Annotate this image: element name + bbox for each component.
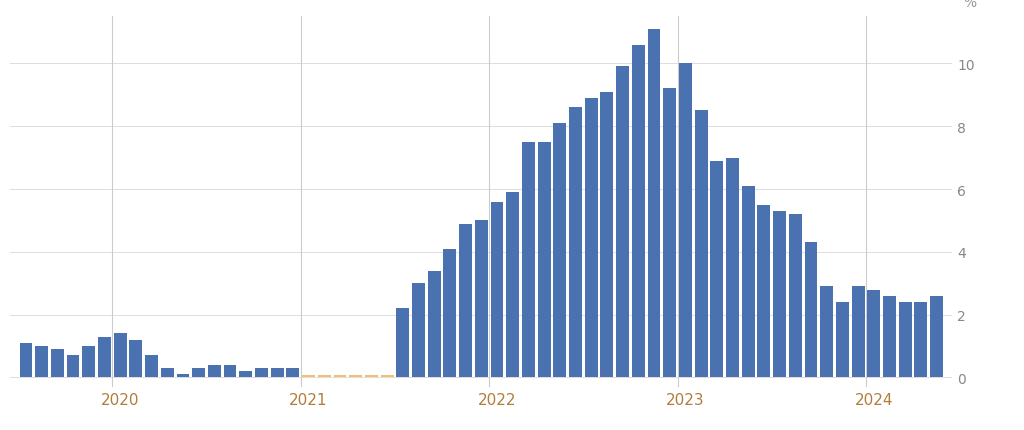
Bar bbox=[270, 368, 284, 378]
Bar bbox=[867, 290, 881, 378]
Bar bbox=[914, 302, 928, 378]
Bar bbox=[758, 205, 770, 378]
Bar bbox=[522, 143, 535, 378]
Bar bbox=[930, 296, 943, 378]
Bar bbox=[129, 340, 142, 378]
Bar bbox=[208, 365, 221, 378]
Bar bbox=[255, 368, 268, 378]
Bar bbox=[176, 375, 189, 378]
Bar bbox=[820, 287, 834, 378]
Bar bbox=[538, 143, 551, 378]
Bar bbox=[726, 158, 739, 378]
Bar bbox=[773, 212, 786, 378]
Bar bbox=[35, 346, 48, 378]
Bar bbox=[664, 89, 676, 378]
Bar bbox=[600, 92, 613, 378]
Bar bbox=[852, 287, 864, 378]
Bar bbox=[287, 368, 299, 378]
Bar bbox=[569, 108, 582, 378]
Bar bbox=[647, 30, 660, 378]
Bar bbox=[161, 368, 174, 378]
Bar bbox=[334, 375, 346, 378]
Bar bbox=[67, 356, 80, 378]
Bar bbox=[694, 111, 708, 378]
Bar bbox=[506, 193, 519, 378]
Bar bbox=[490, 202, 504, 378]
Bar bbox=[428, 271, 440, 378]
Bar bbox=[679, 64, 692, 378]
Bar bbox=[240, 372, 252, 378]
Bar bbox=[381, 375, 393, 378]
Bar bbox=[365, 375, 378, 378]
Bar bbox=[788, 215, 802, 378]
Bar bbox=[883, 296, 896, 378]
Bar bbox=[585, 98, 598, 378]
Bar bbox=[302, 375, 315, 378]
Bar bbox=[443, 249, 457, 378]
Bar bbox=[396, 309, 410, 378]
Bar bbox=[98, 337, 111, 378]
Bar bbox=[632, 46, 645, 378]
Bar bbox=[741, 187, 755, 378]
Bar bbox=[51, 350, 63, 378]
Bar bbox=[82, 346, 95, 378]
Bar bbox=[836, 302, 849, 378]
Bar bbox=[412, 283, 425, 378]
Bar bbox=[145, 356, 158, 378]
Bar bbox=[459, 224, 472, 378]
Bar bbox=[899, 302, 911, 378]
Bar bbox=[475, 221, 487, 378]
Bar bbox=[349, 375, 362, 378]
Bar bbox=[193, 368, 205, 378]
Bar bbox=[711, 161, 723, 378]
Bar bbox=[553, 124, 566, 378]
Bar bbox=[19, 343, 33, 378]
Bar bbox=[223, 365, 237, 378]
Bar bbox=[317, 375, 331, 378]
Bar bbox=[805, 243, 817, 378]
Bar bbox=[114, 334, 127, 378]
Text: %: % bbox=[964, 0, 977, 10]
Bar bbox=[616, 68, 629, 378]
